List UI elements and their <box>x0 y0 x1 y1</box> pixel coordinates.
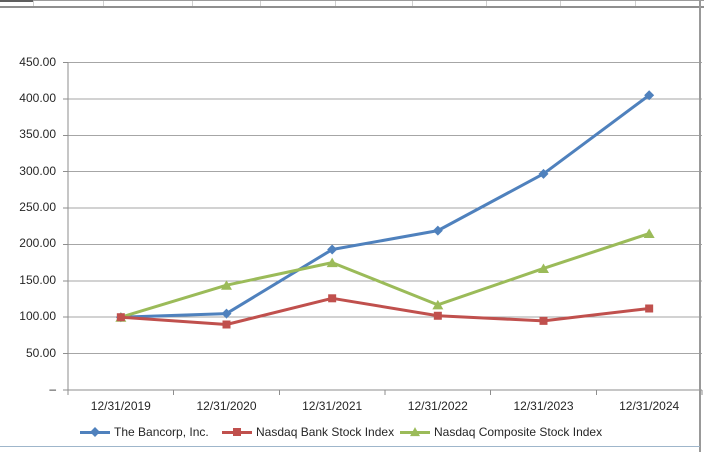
cell-border-lines <box>33 1 34 6</box>
sheet-right-border <box>699 0 701 452</box>
legend-line <box>222 428 252 436</box>
legend-item-nasdaq-composite[interactable]: Nasdaq Composite Stock Index <box>400 423 602 441</box>
y-axis-tick-label: – <box>49 382 56 396</box>
y-axis-tick-label: 200.00 <box>19 236 56 251</box>
y-axis-tick-label: 300.00 <box>19 163 56 178</box>
square-marker-icon <box>233 428 241 436</box>
x-axis-tick-label: 12/31/2020 <box>196 399 257 413</box>
y-axis-tick-label: 450.00 <box>19 54 56 69</box>
x-axis-tick-label: 12/31/2021 <box>302 399 363 413</box>
legend-item-bancorp[interactable]: The Bancorp, Inc. <box>80 423 209 441</box>
diamond-marker-icon <box>90 427 100 437</box>
y-axis-tick-label: 250.00 <box>19 200 56 215</box>
legend-label: Nasdaq Composite Stock Index <box>434 425 603 439</box>
y-axis-tick-label: 150.00 <box>19 272 56 287</box>
sheet-bottom-border <box>0 446 700 447</box>
legend-line <box>400 427 430 437</box>
legend-line <box>80 427 110 437</box>
triangle-marker-icon <box>410 427 420 437</box>
y-axis-tick-label: 100.00 <box>19 309 56 324</box>
legend-label: The Bancorp, Inc. <box>114 425 209 439</box>
x-axis-tick-label: 12/31/2019 <box>90 399 151 413</box>
chart-legend: The Bancorp, Inc. Nasdaq Bank Stock Inde… <box>0 423 704 441</box>
y-axis-tick-label: 400.00 <box>19 90 56 105</box>
x-axis-tick-label: 12/31/2024 <box>619 399 680 413</box>
y-axis-tick-label: 50.00 <box>25 345 56 360</box>
x-axis-tick-label: 12/31/2022 <box>407 399 468 413</box>
legend-item-nasdaq-bank[interactable]: Nasdaq Bank Stock Index <box>222 423 394 441</box>
y-axis-tick-label: 350.00 <box>19 127 56 142</box>
cell-selection-border <box>0 0 33 2</box>
legend-label: Nasdaq Bank Stock Index <box>256 425 395 439</box>
spreadsheet-cells-sliver <box>0 0 704 8</box>
x-axis-tick-label: 12/31/2023 <box>513 399 574 413</box>
